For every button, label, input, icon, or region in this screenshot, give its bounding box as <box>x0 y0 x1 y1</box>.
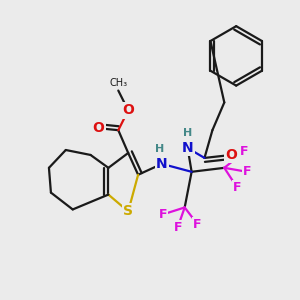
Text: CH₃: CH₃ <box>109 78 128 88</box>
Text: F: F <box>193 218 202 231</box>
Text: H: H <box>155 144 164 154</box>
Text: F: F <box>233 181 242 194</box>
Text: O: O <box>122 103 134 117</box>
Text: F: F <box>159 208 167 221</box>
Text: N: N <box>156 157 168 171</box>
Text: F: F <box>240 146 248 158</box>
Text: N: N <box>182 141 194 155</box>
Text: H: H <box>183 128 192 138</box>
Text: O: O <box>225 148 237 162</box>
Text: F: F <box>243 165 251 178</box>
Text: F: F <box>173 221 182 234</box>
Text: S: S <box>123 204 133 218</box>
Text: O: O <box>92 121 104 135</box>
